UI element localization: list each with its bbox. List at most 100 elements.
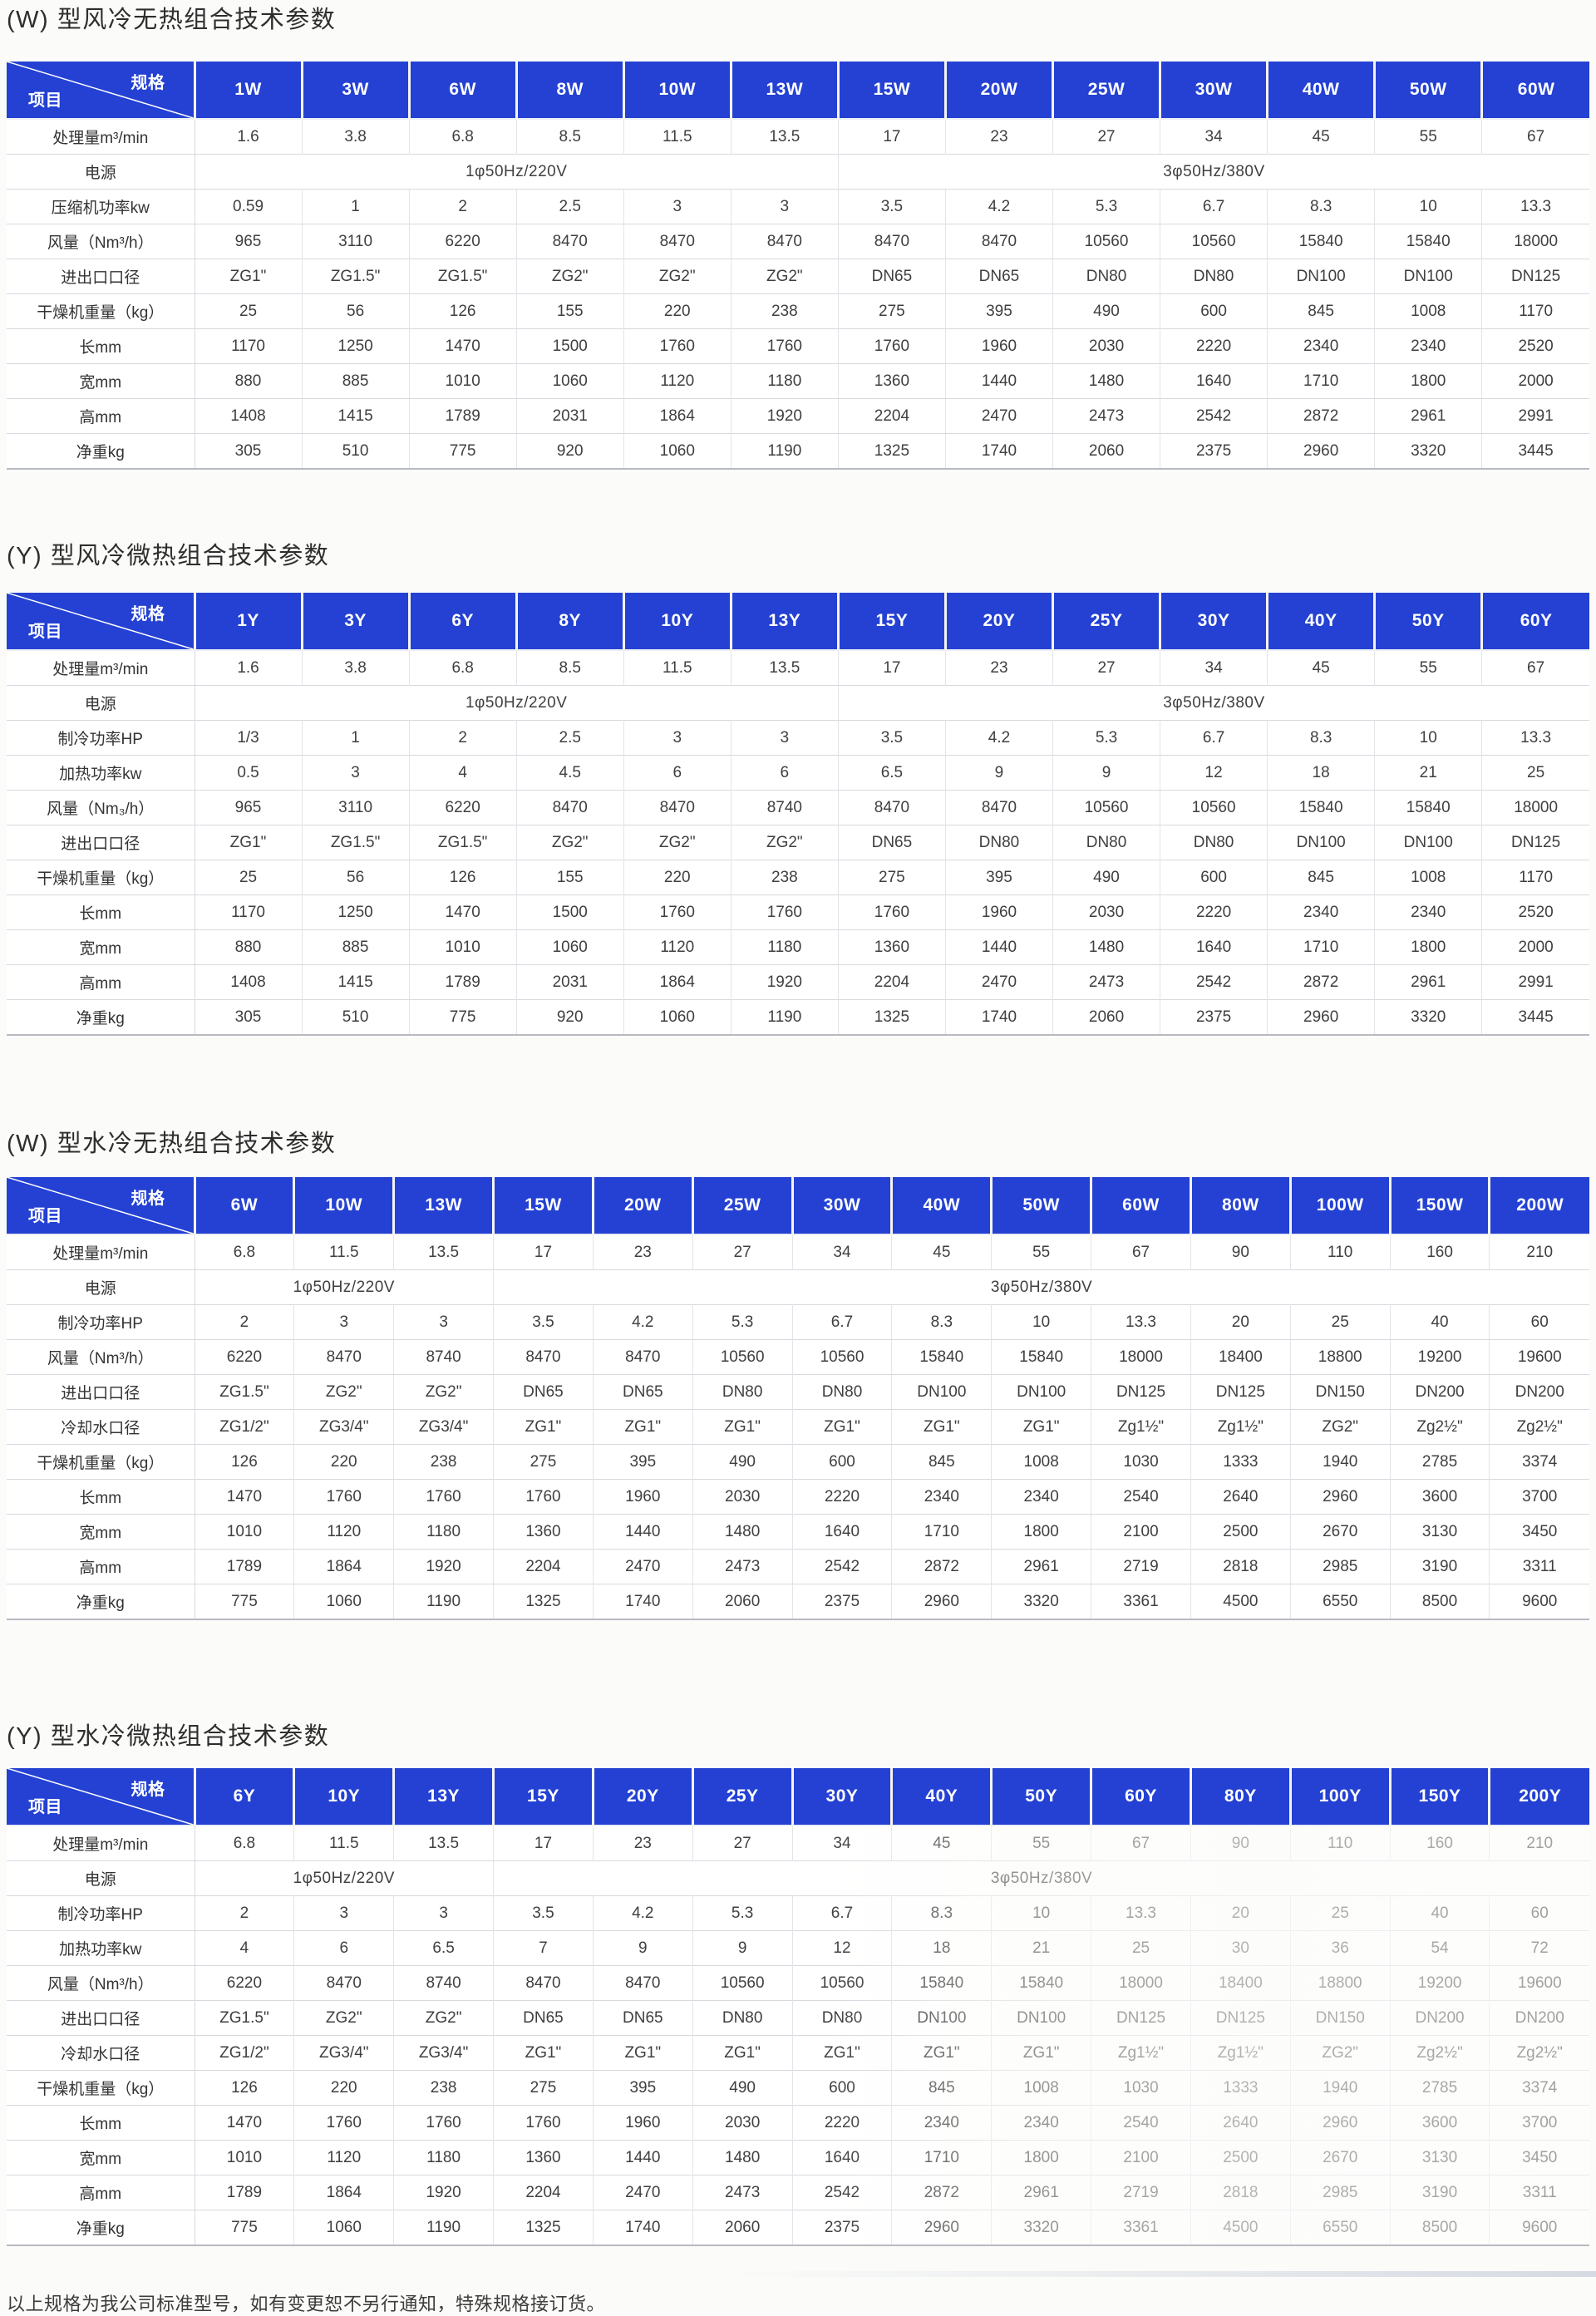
spec-cell: 18800 xyxy=(1290,1339,1391,1375)
spec-cell: 775 xyxy=(409,999,517,1035)
spec-cell: 5.3 xyxy=(692,1304,793,1340)
spec-cell: 2985 xyxy=(1290,1549,1391,1584)
row-label: 风量（Nm³/h） xyxy=(7,1339,195,1375)
spec-cell: 8470 xyxy=(945,224,1054,259)
spec-cell: 600 xyxy=(1160,293,1268,329)
spec-cell: 490 xyxy=(692,1444,793,1480)
column-header: 10Y xyxy=(293,1768,396,1826)
spec-cell: 2961 xyxy=(991,1549,1092,1584)
spec-cell: 1360 xyxy=(838,363,946,399)
spec-cell: 1710 xyxy=(1267,929,1376,965)
spec-cell: 1415 xyxy=(302,398,410,434)
spec-cell: DN65 xyxy=(838,259,946,294)
spec-cell: 4500 xyxy=(1190,2210,1291,2245)
spec-cell: 3110 xyxy=(302,790,410,825)
spec-cell: 1710 xyxy=(891,2140,993,2176)
spec-cell: 25 xyxy=(1527,763,1545,781)
spec-cell: 1360 xyxy=(838,929,946,965)
spec-cell: 2719 xyxy=(1091,1549,1191,1584)
spec-cell: 6 xyxy=(731,755,839,791)
spec-cell: 2000 xyxy=(1518,372,1554,390)
spec-cell: 3.5 xyxy=(838,720,946,756)
spec-cell: 2872 xyxy=(891,2175,993,2210)
spec-cell: 1800 xyxy=(991,1514,1092,1550)
row-label: 长mm xyxy=(7,1479,195,1515)
spec-cell: 67 xyxy=(1091,1826,1191,1861)
column-header: 10W xyxy=(623,62,732,119)
spec-cell: 6.7 xyxy=(792,1895,893,1931)
spec-cell: 6220 xyxy=(409,790,517,825)
spec-cell: 1060 xyxy=(516,929,624,965)
spec-cell: 3130 xyxy=(1390,1514,1490,1550)
bottom-scan-band xyxy=(734,2271,1596,2277)
spec-cell: 1120 xyxy=(623,363,732,399)
spec-cell: 15840 xyxy=(891,1339,993,1375)
spec-cell: 3 xyxy=(623,189,732,224)
spec-cell: 600 xyxy=(792,1444,893,1480)
table-head: 规格 项目 1W 3W 6W 8W 10W 13W 15W 20W 25W 30W 40W 50W 60W xyxy=(7,62,1589,119)
spec-cell: 2542 xyxy=(1160,964,1268,1000)
spec-cell: 845 xyxy=(891,1444,993,1480)
spec-cell: 1333 xyxy=(1190,2070,1291,2106)
spec-cell: 15840 xyxy=(1267,790,1376,825)
spec-cell: 2872 xyxy=(1267,964,1376,1000)
spec-cell: 1.6 xyxy=(195,119,303,155)
spec-cell: DN80 xyxy=(1052,825,1161,860)
spec-cell: 2520 xyxy=(1518,337,1554,355)
spec-cell: 2220 xyxy=(792,1479,893,1515)
spec-cell: 4.2 xyxy=(593,1895,693,1931)
spec-cell: 2220 xyxy=(792,2105,893,2141)
table-row: 净重kg 305 510 775 920 1060 1190 1325 1740 2060 2375… xyxy=(7,433,1589,469)
spec-cell: 126 xyxy=(195,2070,295,2106)
table-row: 风量（Nm³/h） 965 3110 6220 8470 8470 8470 8470 8470… xyxy=(7,224,1589,259)
spec-cell: 5.3 xyxy=(692,1895,793,1931)
spec-cell: 1 xyxy=(302,189,410,224)
spec-cell: 67 xyxy=(1527,658,1545,677)
section-y-air-cooled: (Y) 型风冷微热组合技术参数 规格 项目 1Y 3Y 6Y 8Y 10Y 13Y 15Y 20Y… xyxy=(7,541,1589,1036)
spec-cell: 1440 xyxy=(593,1514,693,1550)
row-label: 风量（Nm₃/h） xyxy=(7,790,195,825)
spec-cell: 1170 xyxy=(1519,302,1554,320)
spec-cell: 10 xyxy=(991,1895,1092,1931)
column-header: 13W xyxy=(393,1177,495,1234)
power-supply-cell: 3φ50Hz/380V xyxy=(1163,162,1265,180)
spec-cell: 1920 xyxy=(393,1549,495,1584)
spec-cell: 1180 xyxy=(393,1514,495,1550)
spec-cell: 4 xyxy=(409,755,517,791)
spec-cell: 6220 xyxy=(195,1339,295,1375)
spec-cell: 25 xyxy=(1290,1304,1391,1340)
spec-cell: DN80 xyxy=(792,1374,893,1410)
spec-cell: 20 xyxy=(1190,1895,1291,1931)
spec-table-wrap: 规格 项目 6W 10W 13W 15W 20W 25W 30W 40W 50W 60W 80W 100W… xyxy=(7,1177,1589,1620)
header-corner: 规格 项目 xyxy=(7,1768,196,1826)
spec-cell: ZG1" xyxy=(593,1409,693,1445)
spec-cell: 965 xyxy=(195,224,303,259)
spec-cell: 11.5 xyxy=(293,1826,395,1861)
column-header: 6W xyxy=(409,62,518,119)
spec-cell: 18400 xyxy=(1190,1339,1291,1375)
column-header: 30Y xyxy=(792,1768,894,1826)
header-corner: 规格 项目 xyxy=(7,593,196,650)
column-header: 1W xyxy=(195,62,303,119)
table-row: 处理量m³/min 1.6 3.8 6.8 8.5 11.5 13.5 17 23 27 34 45 5… xyxy=(7,650,1589,686)
spec-cell: 1060 xyxy=(623,999,732,1035)
spec-cell: ZG2" xyxy=(731,259,839,294)
spec-cell: 6550 xyxy=(1290,2210,1391,2245)
spec-cell: DN125 xyxy=(1091,1374,1191,1410)
spec-cell: 8500 xyxy=(1390,2210,1490,2245)
spec-cell: 2960 xyxy=(891,2210,993,2245)
header-row: 规格 项目 6Y 10Y 13Y 15Y 20Y 25Y 30Y 40Y 50Y 60Y 80Y 100Y… xyxy=(7,1768,1589,1826)
spec-cell: ZG1/2" xyxy=(195,1409,295,1445)
row-label: 干燥机重量（kg） xyxy=(7,293,195,329)
spec-cell: 2640 xyxy=(1190,1479,1291,1515)
spec-cell: 9 xyxy=(1052,755,1161,791)
table-body: 处理量m³/min 6.8 11.5 13.5 17 23 27 34 45 55 67 90 110 1… xyxy=(7,1826,1589,2245)
spec-cell: 1480 xyxy=(1052,929,1161,965)
spec-cell: 3311 xyxy=(1522,1557,1557,1575)
spec-cell: 1760 xyxy=(293,2105,395,2141)
table-row: 进出口口径 ZG1.5" ZG2" ZG2" DN65 DN65 DN80 DN80 DN100… xyxy=(7,1374,1589,1410)
spec-cell: 1864 xyxy=(293,1549,395,1584)
table-row: 制冷功率HP 1/3 1 2 2.5 3 3 3.5 4.2 5.3 6.7 8.3 10 13.3 xyxy=(7,720,1589,756)
spec-cell: 2670 xyxy=(1290,1514,1391,1550)
spec-cell: 3 xyxy=(293,1304,395,1340)
